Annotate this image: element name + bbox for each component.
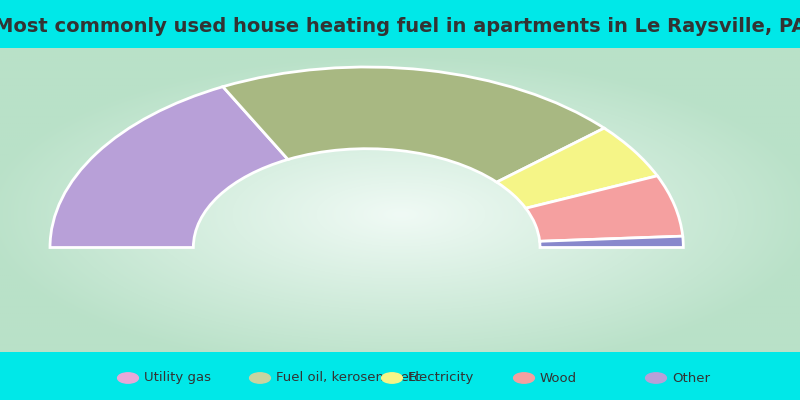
Wedge shape <box>540 236 683 248</box>
Text: Wood: Wood <box>540 372 577 384</box>
Bar <box>0 0 800 48</box>
Wedge shape <box>50 87 288 248</box>
Text: City-Data.com: City-Data.com <box>660 67 740 77</box>
Circle shape <box>514 373 534 383</box>
Text: Fuel oil, kerosene, etc.: Fuel oil, kerosene, etc. <box>276 372 426 384</box>
Bar <box>0 352 800 400</box>
Text: Electricity: Electricity <box>408 372 474 384</box>
Circle shape <box>250 373 270 383</box>
Wedge shape <box>497 128 658 208</box>
Circle shape <box>382 373 402 383</box>
Circle shape <box>646 373 666 383</box>
Wedge shape <box>223 67 604 182</box>
Text: Other: Other <box>672 372 710 384</box>
Circle shape <box>118 373 138 383</box>
Text: Utility gas: Utility gas <box>144 372 211 384</box>
Text: Most commonly used house heating fuel in apartments in Le Raysville, PA: Most commonly used house heating fuel in… <box>0 16 800 36</box>
Wedge shape <box>526 176 682 241</box>
